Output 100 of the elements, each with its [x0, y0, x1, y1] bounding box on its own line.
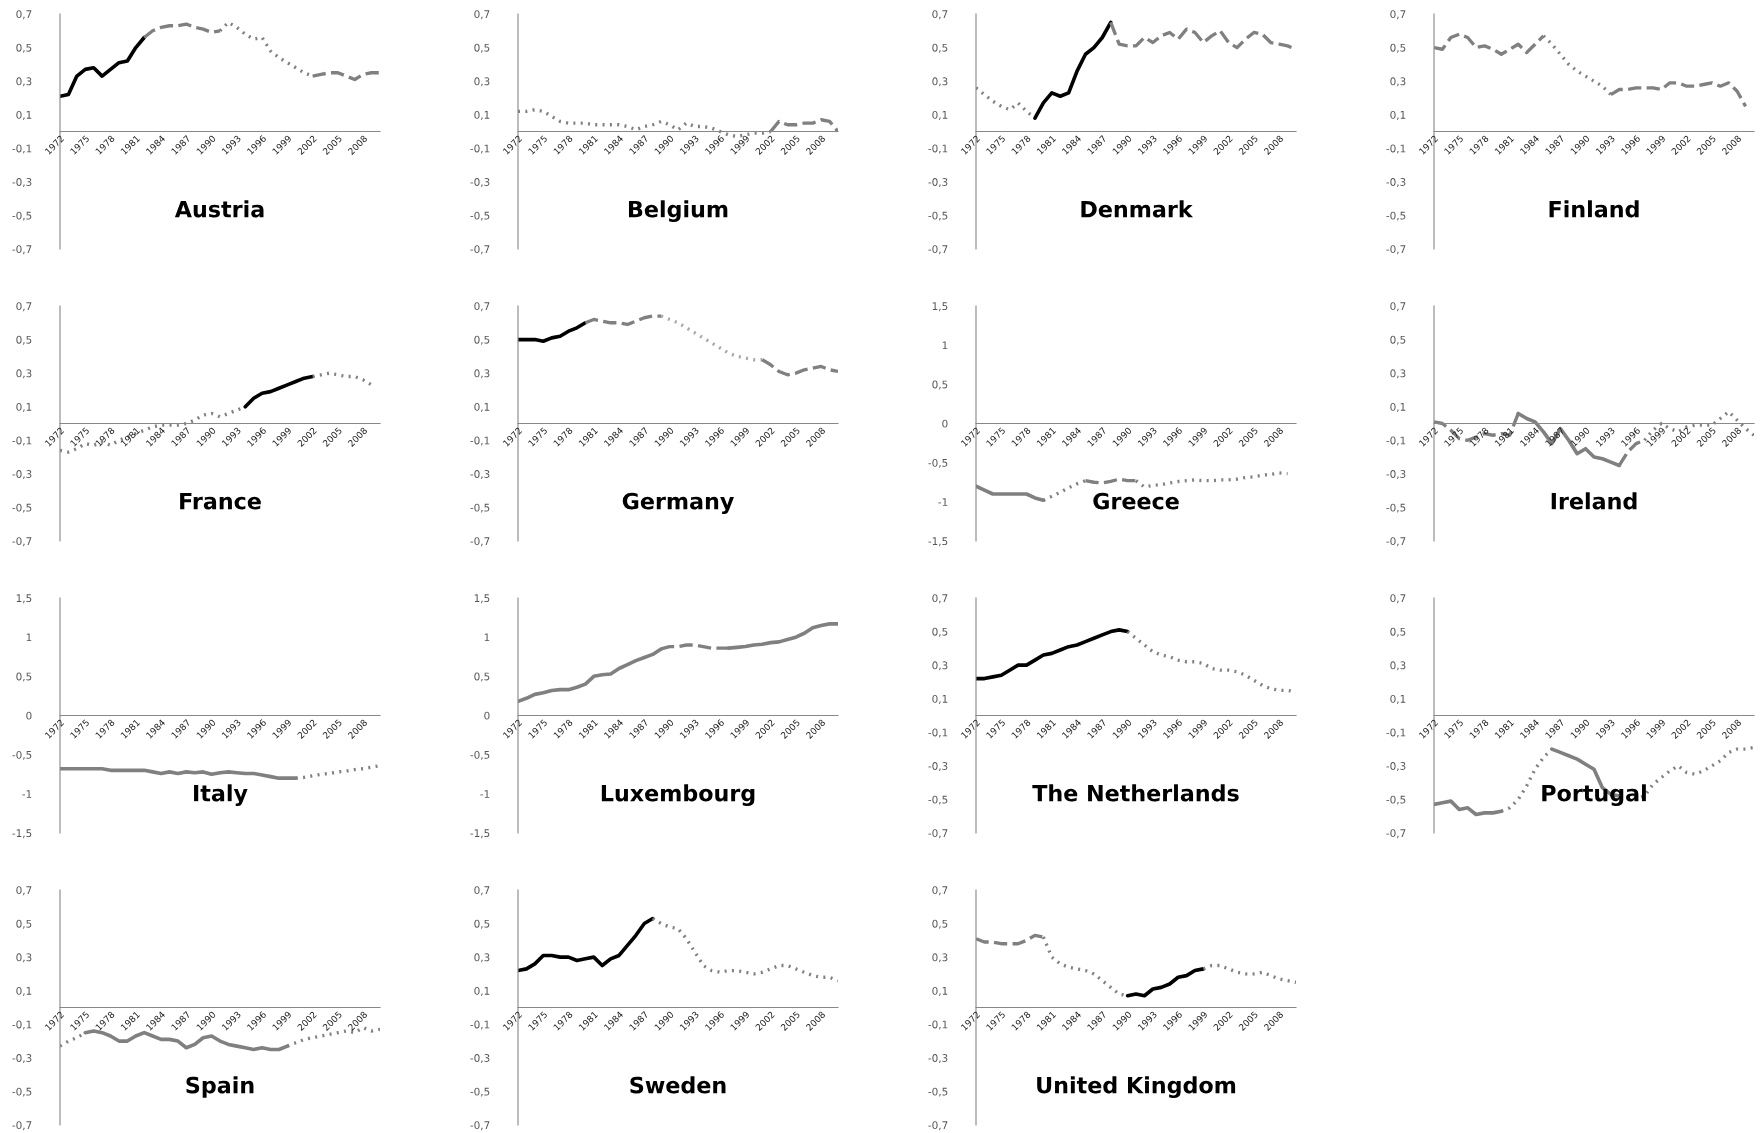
y-tick-label: -0,5 [12, 750, 32, 760]
y-tick-label: -0,3 [470, 178, 490, 188]
y-tick-label: -0,3 [470, 470, 490, 480]
y-tick-label: 0,1 [932, 694, 948, 704]
y-tick-label: -0,5 [12, 503, 32, 513]
y-tick-label: -1,5 [470, 829, 490, 839]
y-tick-label: 0,3 [1390, 661, 1406, 671]
y-tick-label: 0,3 [1390, 369, 1406, 379]
y-tick-label: -0,7 [1386, 245, 1406, 255]
y-tick-label: -0,3 [12, 470, 32, 480]
y-tick-label: 0,7 [16, 10, 32, 20]
y-tick-label: 0,3 [932, 77, 948, 87]
y-tick-label: -0,7 [470, 537, 490, 547]
y-tick-label: 0,5 [16, 43, 32, 53]
y-tick-label: 0,7 [474, 10, 490, 20]
text: France [180, 492, 261, 510]
text: Ireland [1551, 492, 1637, 510]
text: Spain [186, 1076, 254, 1098]
y-tick-label: -0,5 [1386, 795, 1406, 805]
y-tick-label: -1 [938, 498, 948, 506]
y-tick-label: 0,1 [16, 986, 32, 996]
y-tick-label: 0,5 [474, 43, 490, 53]
y-tick-label: -0,1 [12, 1020, 32, 1030]
text: Austria [174, 200, 264, 218]
y-tick-label: 0,5 [16, 672, 32, 682]
y-tick-label: -0,3 [1386, 470, 1406, 480]
y-tick-label: 0,1 [474, 402, 490, 412]
y-tick-label: 0,5 [932, 919, 948, 929]
y-tick-label: 0,5 [1390, 335, 1406, 345]
y-tick-label: 0,5 [474, 335, 490, 345]
text: The Netherlands [1032, 784, 1239, 802]
y-tick-label: 0,5 [16, 919, 32, 929]
y-tick-label: -0,5 [1386, 503, 1406, 513]
y-tick-label: -0,5 [928, 211, 948, 221]
y-tick-label: -0,1 [1386, 728, 1406, 738]
y-tick-label: -0,5 [470, 750, 490, 760]
text: Belgium [628, 200, 728, 222]
y-tick-label: 0,7 [1390, 302, 1406, 312]
y-tick-label: 0,1 [1390, 694, 1406, 704]
y-tick-label: 0,3 [474, 77, 490, 87]
y-tick-label: -0,5 [1386, 211, 1406, 221]
y-tick-label: -0,3 [470, 1054, 490, 1064]
y-tick-label: -0,1 [928, 728, 948, 738]
y-tick-label: 0,7 [1390, 594, 1406, 604]
y-tick-label: 0,3 [16, 77, 32, 87]
y-tick-label: 0,7 [474, 886, 490, 896]
y-tick-label: 0 [484, 711, 490, 720]
y-tick-label: -1,5 [928, 537, 948, 547]
y-tick-label: -0,7 [12, 537, 32, 547]
y-tick-label: -1 [22, 790, 32, 798]
y-tick-label: 0,7 [16, 302, 32, 312]
y-tick-label: 0,7 [1390, 10, 1406, 20]
y-tick-label: 0,3 [932, 953, 948, 963]
y-tick-label: -0,5 [12, 211, 32, 221]
y-tick-label: 0,5 [932, 380, 948, 390]
y-tick-label: -0,3 [12, 178, 32, 188]
y-tick-label: -0,3 [928, 1054, 948, 1064]
y-tick-label: 0,1 [1390, 402, 1406, 412]
text: Germany [622, 492, 734, 514]
y-tick-label: -0,7 [928, 245, 948, 255]
y-tick-label: -0,3 [928, 762, 948, 772]
text: Finland [1549, 200, 1639, 218]
y-tick-label: 0,3 [474, 369, 490, 379]
y-tick-label: 0,3 [16, 953, 32, 963]
y-tick-label: 0,7 [16, 886, 32, 896]
y-tick-label: -0,1 [470, 1020, 490, 1030]
y-tick-label: 0,1 [16, 402, 32, 412]
y-tick-label: -0,1 [470, 144, 490, 154]
y-tick-label: 0,3 [16, 369, 32, 379]
y-tick-label: 0,3 [474, 953, 490, 963]
y-tick-label: 0,5 [474, 672, 490, 682]
y-tick-label: -0,5 [470, 503, 490, 513]
y-tick-label: 0,1 [474, 986, 490, 996]
y-tick-label: 0,1 [1390, 110, 1406, 120]
y-tick-label: 0 [26, 711, 32, 720]
y-tick-label: -0,3 [928, 178, 948, 188]
y-tick-label: -0,7 [12, 1121, 32, 1131]
y-tick-label: -0,3 [12, 1054, 32, 1064]
y-tick-label: 1,5 [16, 594, 32, 604]
y-tick-label: -0,1 [12, 144, 32, 154]
text: Portugal [1542, 784, 1646, 806]
y-tick-label: -0,1 [928, 1020, 948, 1030]
text: United Kingdom [1037, 1076, 1236, 1098]
y-tick-label: 0 [942, 419, 948, 428]
y-tick-label: 0,5 [1390, 627, 1406, 637]
y-tick-label: -0,3 [1386, 762, 1406, 772]
y-tick-label: 0,5 [16, 335, 32, 345]
y-tick-label: 0,1 [16, 110, 32, 120]
y-tick-label: 0,7 [932, 10, 948, 20]
y-tick-label: 0,7 [932, 594, 948, 604]
y-tick-label: -0,5 [928, 1087, 948, 1097]
y-tick-label: -0,7 [928, 1121, 948, 1131]
y-tick-label: 0,5 [932, 43, 948, 53]
y-tick-label: 0,5 [1390, 43, 1406, 53]
y-tick-label: -0,5 [470, 211, 490, 221]
y-tick-label: 0,5 [474, 919, 490, 929]
y-tick-label: -0,1 [1386, 144, 1406, 154]
y-tick-label: -0,7 [12, 245, 32, 255]
text: Greece [1093, 492, 1179, 510]
y-tick-label: 0,1 [932, 110, 948, 120]
